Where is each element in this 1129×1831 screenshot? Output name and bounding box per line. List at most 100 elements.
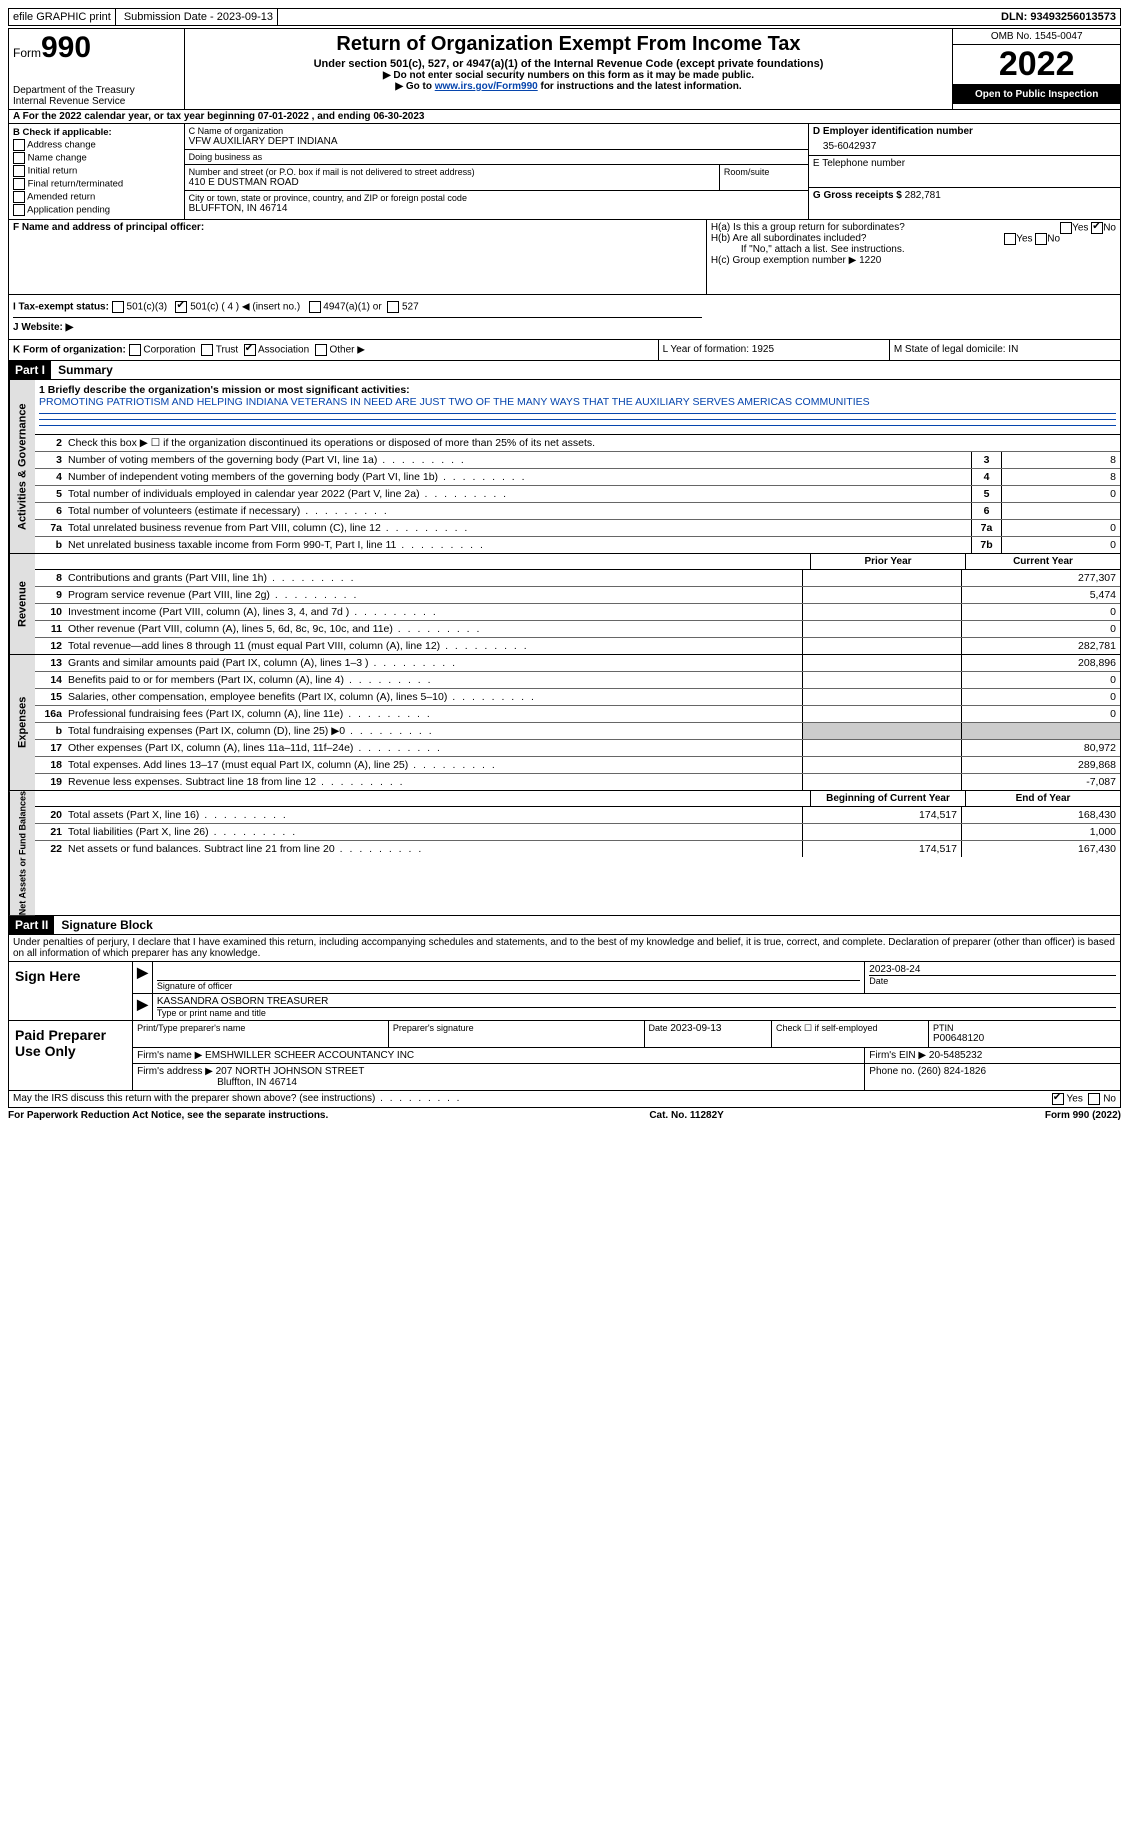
section-ij: I Tax-exempt status: 501(c)(3) 501(c) ( …: [9, 295, 706, 339]
line-val: 8: [1001, 469, 1120, 485]
cb-amended[interactable]: Amended return: [13, 191, 180, 203]
section-k: K Form of organization: Corporation Trus…: [9, 340, 658, 360]
i-label: I Tax-exempt status:: [13, 302, 109, 313]
line-desc: Net assets or fund balances. Subtract li…: [64, 841, 802, 857]
side-ag: Activities & Governance: [9, 380, 35, 553]
sig-officer-cell: Signature of officer: [153, 962, 865, 993]
form-header: Form990 Department of the Treasury Inter…: [8, 28, 1121, 110]
irs-link[interactable]: www.irs.gov/Form990: [435, 81, 538, 92]
form-title: Return of Organization Exempt From Incom…: [189, 33, 949, 56]
row-ij: I Tax-exempt status: 501(c)(3) 501(c) ( …: [9, 295, 1120, 339]
line-desc: Total liabilities (Part X, line 26): [64, 824, 802, 840]
line-curr: [961, 723, 1120, 739]
line-desc: Grants and similar amounts paid (Part IX…: [64, 655, 802, 671]
section-f: F Name and address of principal officer:: [9, 220, 707, 294]
table-row: 20 Total assets (Part X, line 16) 174,51…: [35, 807, 1120, 824]
line-box: 3: [971, 452, 1001, 468]
table-row: 22 Net assets or fund balances. Subtract…: [35, 841, 1120, 857]
line-curr: 5,474: [961, 587, 1120, 603]
line-curr: 0: [961, 604, 1120, 620]
line-prior: [802, 604, 961, 620]
firm-ein-label: Firm's EIN ▶: [869, 1050, 929, 1061]
line-num: 13: [35, 655, 64, 671]
submission-date: 2023-09-13: [217, 11, 273, 23]
section-j: J Website: ▶: [13, 317, 702, 337]
sig-row-1: ▶ Signature of officer 2023-08-24 Date: [133, 962, 1120, 994]
irs-label: Internal Revenue Service: [13, 96, 180, 107]
hb-yes: Yes: [1016, 234, 1032, 245]
gross-label: G Gross receipts $: [813, 190, 905, 201]
line-curr: 0: [961, 689, 1120, 705]
line-desc: Contributions and grants (Part VIII, lin…: [64, 570, 802, 586]
net-lines: 20 Total assets (Part X, line 16) 174,51…: [35, 807, 1120, 857]
arrow-icon: ▶: [133, 962, 153, 993]
org-name-label: C Name of organization: [189, 126, 804, 136]
line-1: 1 Briefly describe the organization's mi…: [35, 380, 1120, 435]
table-row: 13 Grants and similar amounts paid (Part…: [35, 655, 1120, 672]
room-cell: Room/suite: [720, 165, 808, 190]
header-mid: Return of Organization Exempt From Incom…: [185, 29, 953, 109]
table-row: 19 Revenue less expenses. Subtract line …: [35, 774, 1120, 790]
firm-name: EMSHWILLER SCHEER ACCOUNTANCY INC: [205, 1050, 414, 1061]
b-title: B Check if applicable:: [13, 127, 180, 138]
discuss-row: May the IRS discuss this return with the…: [8, 1091, 1121, 1108]
line-num: 18: [35, 757, 64, 773]
firm-phone: (260) 824-1826: [918, 1066, 986, 1077]
line-prior: [802, 723, 961, 739]
part2-header: Part II: [9, 916, 54, 934]
sig-officer-label: Signature of officer: [157, 980, 860, 991]
ha-no: No: [1103, 223, 1116, 234]
row-a: A For the 2022 calendar year, or tax yea…: [8, 110, 1121, 124]
table-row: 21 Total liabilities (Part X, line 26) 1…: [35, 824, 1120, 841]
discuss-yes: Yes: [1067, 1094, 1083, 1105]
cb-pending-label: Application pending: [27, 205, 110, 216]
line-num: 7a: [35, 520, 64, 536]
header-right: OMB No. 1545-0047 2022 Open to Public In…: [952, 29, 1120, 109]
hb-no: No: [1047, 234, 1060, 245]
k-trust: Trust: [216, 345, 238, 356]
cb-address[interactable]: Address change: [13, 139, 180, 151]
line-prior: [802, 587, 961, 603]
line-prior: [802, 774, 961, 790]
part1-header-row: Part I Summary: [8, 361, 1121, 380]
table-row: 10 Investment income (Part VIII, column …: [35, 604, 1120, 621]
l2-num: 2: [35, 435, 64, 451]
part1-header: Part I: [9, 361, 51, 379]
line-box: 7b: [971, 537, 1001, 553]
cb-initial[interactable]: Initial return: [13, 165, 180, 177]
paid-label: Paid Preparer Use Only: [9, 1021, 133, 1090]
cb-final[interactable]: Final return/terminated: [13, 178, 180, 190]
sig-date-cell: 2023-08-24 Date: [865, 962, 1120, 993]
side-net: Net Assets or Fund Balances: [9, 791, 35, 915]
i-opt-501c: 501(c) ( 4 ) ◀ (insert no.): [190, 302, 300, 313]
line-desc: Program service revenue (Part VIII, line…: [64, 587, 802, 603]
line-num: b: [35, 537, 64, 553]
note2-pre: ▶ Go to: [395, 81, 434, 92]
footer-right: Form 990 (2022): [1045, 1110, 1121, 1121]
line-num: 11: [35, 621, 64, 637]
col-curr: Current Year: [965, 554, 1120, 569]
l1-label: 1 Briefly describe the organization's mi…: [39, 384, 410, 396]
firm-addr1: 207 NORTH JOHNSON STREET: [216, 1066, 365, 1077]
prep-sig-label: Preparer's signature: [393, 1023, 640, 1033]
sign-here-block: Sign Here ▶ Signature of officer 2023-08…: [8, 962, 1121, 1021]
line-desc: Net unrelated business taxable income fr…: [64, 537, 971, 553]
line-curr: 167,430: [961, 841, 1120, 857]
line-num: 22: [35, 841, 64, 857]
l1-text: PROMOTING PATRIOTISM AND HELPING INDIANA…: [39, 396, 870, 408]
prep-date-label: Date: [649, 1023, 668, 1033]
line-box: 6: [971, 503, 1001, 519]
cb-pending[interactable]: Application pending: [13, 204, 180, 216]
submission-cell: Submission Date - 2023-09-13: [120, 9, 278, 25]
ha-answers: Yes No: [1060, 222, 1116, 234]
section-h: H(a) Is this a group return for subordin…: [707, 220, 1120, 294]
hc-row: H(c) Group exemption number ▶ 1220: [711, 255, 1116, 266]
cb-name[interactable]: Name change: [13, 152, 180, 164]
tax-year: 2022: [953, 45, 1120, 85]
line-prior: [802, 824, 961, 840]
name-title: KASSANDRA OSBORN TREASURER: [157, 996, 1116, 1007]
form-word: Form: [13, 46, 41, 60]
line-desc: Salaries, other compensation, employee b…: [64, 689, 802, 705]
prep-date: 2023-09-13: [670, 1023, 721, 1034]
table-row: 6 Total number of volunteers (estimate i…: [35, 503, 1120, 520]
